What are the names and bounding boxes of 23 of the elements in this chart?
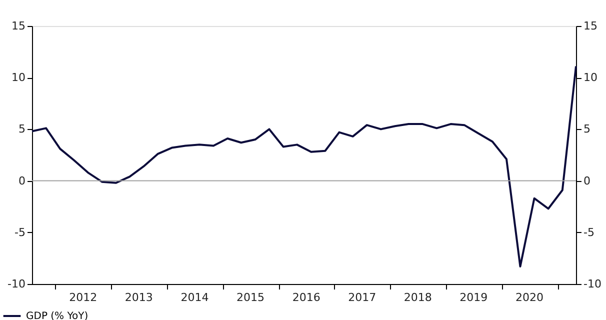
y2-tick-label: 10 [584, 71, 598, 84]
y-tick-label: -5 [14, 226, 26, 239]
x-tick-label: 2018 [404, 291, 432, 304]
y-tick-label: -10 [8, 278, 26, 290]
x-tick-label: 2015 [236, 291, 264, 304]
y2-tick-label: 0 [584, 174, 590, 188]
x-tick-label: 2016 [292, 291, 320, 304]
y2-tick-label: -10 [584, 278, 602, 290]
x-tick-label: 2017 [348, 291, 376, 304]
y2-tick-label: 5 [584, 122, 590, 136]
y-tick-label: 15 [12, 20, 26, 32]
legend-label: GDP (% YoY) [26, 311, 88, 320]
y-tick-label: 5 [18, 122, 26, 136]
x-tick-label: 2013 [124, 291, 153, 304]
y2-tick-label: -5 [584, 226, 594, 239]
x-tick-label: 2014 [180, 291, 209, 304]
line-series [31, 65, 577, 268]
y-tick-label: 0 [18, 174, 26, 188]
x-tick-label: 2012 [69, 291, 98, 304]
x-tick-label: 2020 [516, 291, 544, 304]
x-tick-label: 2019 [460, 291, 488, 304]
y-tick-label: 10 [12, 71, 26, 84]
y2-tick-label: 15 [584, 20, 598, 32]
